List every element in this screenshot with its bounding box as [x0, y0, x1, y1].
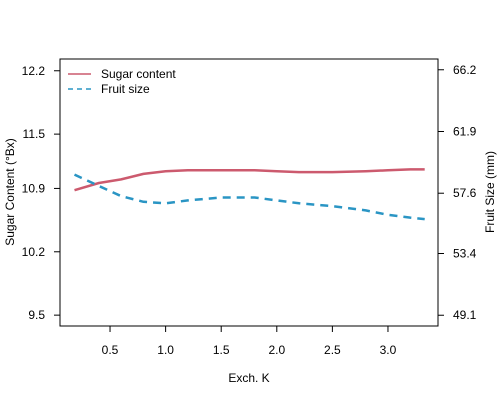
- y-left-tick-label: 10.9: [22, 181, 46, 195]
- y-right-tick-label: 53.4: [453, 247, 477, 261]
- x-axis-title: Exch. K: [228, 371, 269, 385]
- y-right-tick-label: 61.9: [453, 124, 477, 138]
- x-axis-ticks: 0.5 1.0 1.5 2.0 2.5 3.0: [102, 326, 397, 357]
- x-tick-label: 1.5: [213, 343, 230, 357]
- legend-label-sugar-content: Sugar content: [101, 67, 176, 81]
- y-right-axis-title: Fruit Size (mm): [483, 151, 497, 233]
- y-right-tick-label: 57.6: [453, 186, 477, 200]
- x-tick-label: 1.0: [157, 343, 174, 357]
- y-left-tick-label: 12.2: [22, 64, 46, 78]
- y-right-tick-label: 66.2: [453, 63, 477, 77]
- series-lines: [73, 168, 425, 221]
- y-left-tick-label: 11.5: [23, 127, 46, 141]
- y-left-tick-label: 10.2: [22, 245, 46, 259]
- plot-frame: [59, 58, 439, 327]
- y-left-axis-ticks: 9.5 10.2 10.9 11.5 12.2: [22, 64, 60, 322]
- x-tick-label: 0.5: [102, 343, 119, 357]
- y-left-tick-label: 9.5: [28, 308, 45, 322]
- legend: Sugar content Fruit size: [68, 67, 176, 96]
- series-line-fruit-size: [73, 173, 425, 221]
- legend-label-fruit-size: Fruit size: [101, 82, 150, 96]
- y-right-tick-label: 49.1: [453, 308, 477, 322]
- x-tick-label: 2.5: [324, 343, 341, 357]
- x-tick-label: 2.0: [268, 343, 285, 357]
- x-tick-label: 3.0: [380, 343, 397, 357]
- y-left-axis-title: Sugar Content (°Bx): [3, 138, 17, 246]
- y-right-axis-ticks: 49.1 53.4 57.6 61.9 66.2: [438, 63, 477, 322]
- series-line-sugar-content: [74, 168, 425, 192]
